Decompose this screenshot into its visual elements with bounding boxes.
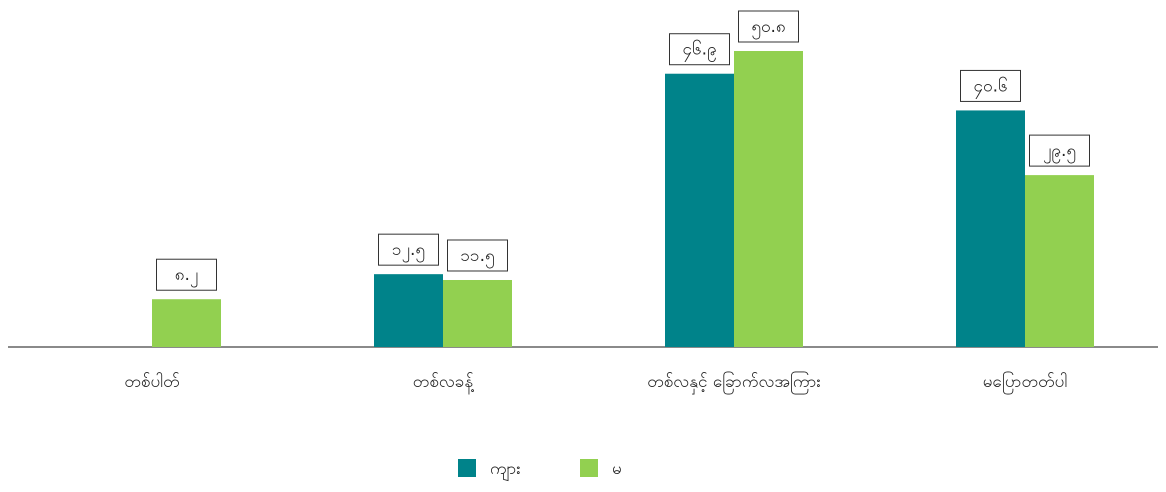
bar [665,73,734,347]
x-tick-label: တစ်ပါတ် [124,371,179,392]
bar [956,110,1025,347]
x-tick-label: တစ်လခန့် [413,372,474,395]
value-label-box [960,69,1021,102]
value-label-box [738,10,799,43]
value-label-box [669,33,730,66]
legend-swatch [580,459,598,477]
legend-swatch [458,459,476,477]
value-label: ၁၁.၅ [460,246,494,269]
value-label-box [378,233,439,266]
value-label: ၁၂.၅ [392,240,425,263]
value-label-box [447,239,508,272]
x-tick-label: တစ်လနှင့် ခြောက်လအကြား [647,370,821,395]
bar [734,51,803,347]
value-label: ၄၀.၆ [973,75,1007,99]
value-label: ၅၀.၈ [751,17,785,40]
bar [152,299,221,347]
legend-label: ကျား [490,459,521,482]
legend-label: မ [612,459,622,479]
value-label: ၈.၂ [175,265,198,288]
x-tick-label: မပြောတတ်ပါ [983,370,1068,395]
bar [1025,175,1094,347]
value-label: ၂၉.၅ [1043,141,1076,164]
bar [443,279,512,347]
value-label-box [1029,134,1090,167]
value-label: ၄၆.၉ [682,39,716,63]
bar [374,274,443,347]
value-label-box [156,258,217,291]
